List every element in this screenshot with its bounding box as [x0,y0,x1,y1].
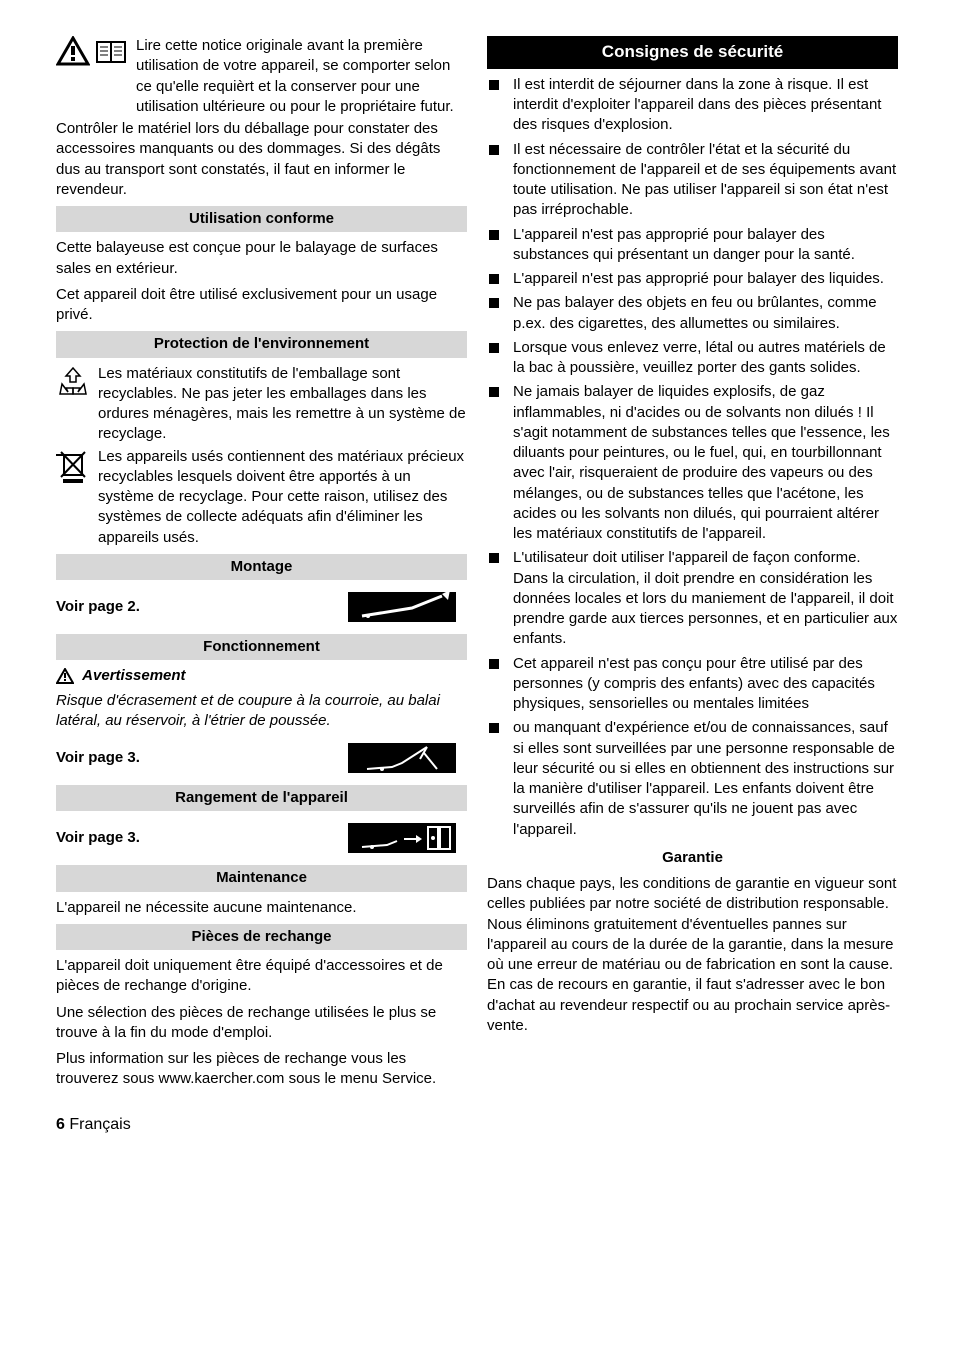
pieces-p3: Plus information sur les pièces de recha… [56,1049,467,1090]
fonctionnement-row: Voir page 3. [56,737,467,779]
intro-block: Lire cette notice originale avant la pre… [56,36,467,117]
safety-item: Il est interdit de séjourner dans la zon… [487,75,898,136]
safety-item: L'appareil n'est pas approprié pour bala… [487,225,898,266]
pieces-p1: L'appareil doit uniquement être équipé d… [56,956,467,997]
rangement-heading: Rangement de l'appareil [56,785,467,811]
montage-thumb [337,586,467,628]
right-column: Consignes de sécurité Il est interdit de… [487,36,898,1096]
safety-item: Ne jamais balayer de liquides explosifs,… [487,382,898,544]
safety-item: Il est nécessaire de contrôler l'état et… [487,140,898,221]
maintenance-text: L'appareil ne nécessite aucune maintenan… [56,898,467,918]
page-footer: 6 Français [56,1114,898,1136]
intro-text: Lire cette notice originale avant la pre… [136,36,467,117]
safety-item: L'appareil n'est pas approprié pour bala… [487,269,898,289]
warning-line: Avertissement [56,666,467,690]
safety-item: Ne pas balayer des objets en feu ou brûl… [487,293,898,334]
safety-item: ou manquant d'expérience et/ou de connai… [487,718,898,840]
left-column: Lire cette notice originale avant la pre… [56,36,467,1096]
montage-row: Voir page 2. [56,586,467,628]
fonctionnement-heading: Fonctionnement [56,634,467,660]
garantie-heading: Garantie [487,848,898,868]
montage-heading: Montage [56,554,467,580]
pieces-heading: Pièces de rechange [56,924,467,950]
small-warning-icon [56,668,74,690]
maintenance-heading: Maintenance [56,865,467,891]
rangement-row: Voir page 3. [56,817,467,859]
recycle-block-2: Les appareils usés contiennent des matér… [56,447,467,548]
utilisation-p2: Cet appareil doit être utilisé exclusive… [56,285,467,326]
safety-item: Lorsque vous enlevez verre, létal ou aut… [487,338,898,379]
fonctionnement-thumb [337,737,467,779]
crossed-bin-icon [56,447,98,491]
garantie-text: Dans chaque pays, les conditions de gara… [487,874,898,1036]
safety-list: Il est interdit de séjourner dans la zon… [487,75,898,840]
recycle-text-1: Les matériaux constitutifs de l'emballag… [98,364,467,445]
page-number: 6 [56,1116,65,1133]
safety-heading: Consignes de sécurité [487,36,898,69]
see-page-2: Voir page 2. [56,597,140,617]
safety-item: L'utilisateur doit utiliser l'appareil d… [487,548,898,649]
warning-triangle-icon [56,36,90,66]
rangement-thumb [337,817,467,859]
open-book-icon [94,36,128,66]
see-page-3a: Voir page 3. [56,748,140,768]
utilisation-p1: Cette balayeuse est conçue pour le balay… [56,238,467,279]
recycle-text-2: Les appareils usés contiennent des matér… [98,447,467,548]
unpack-check-text: Contrôler le matériel lors du déballage … [56,119,467,200]
warning-label: Avertissement [82,667,185,684]
recycle-block-1: Les matériaux constitutifs de l'emballag… [56,364,467,445]
warning-text: Risque d'écrasement et de coupure à la c… [56,691,467,732]
warning-and-book-icons [56,36,136,66]
recycle-arrows-icon [56,364,98,404]
safety-item: Cet appareil n'est pas conçu pour être u… [487,654,898,715]
utilisation-heading: Utilisation conforme [56,206,467,232]
pieces-p2: Une sélection des pièces de rechange uti… [56,1003,467,1044]
page-language: Français [69,1116,130,1133]
see-page-3b: Voir page 3. [56,828,140,848]
environment-heading: Protection de l'environnement [56,331,467,357]
